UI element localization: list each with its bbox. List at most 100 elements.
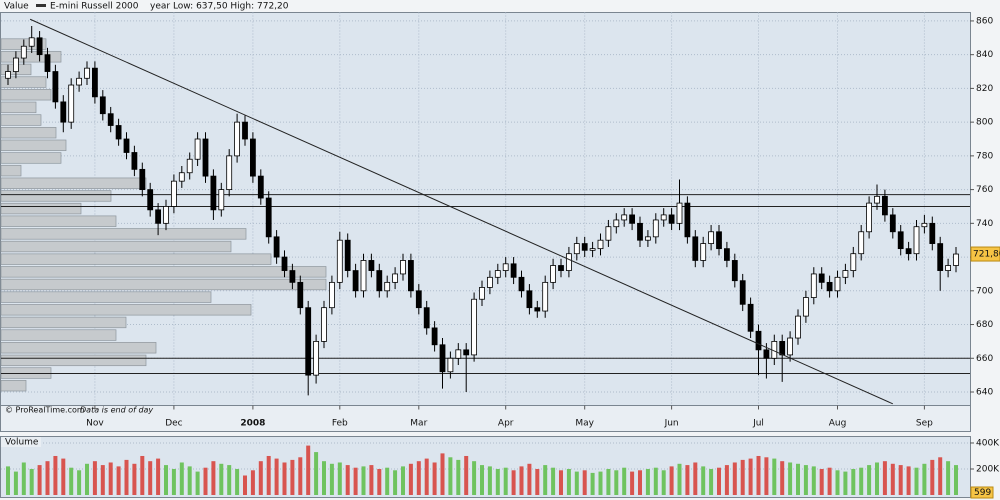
volume-bar <box>219 463 224 495</box>
profile-bar <box>0 354 147 367</box>
volume-bar <box>77 470 82 495</box>
profile-bar <box>0 240 232 253</box>
volume-bar <box>693 462 698 495</box>
profile-bar <box>0 342 157 354</box>
candle-body <box>526 290 533 309</box>
volume-bar <box>606 468 611 495</box>
candle-body <box>392 273 399 283</box>
candle-body <box>376 270 383 292</box>
candle-body <box>637 222 643 241</box>
volume-bar <box>416 461 421 495</box>
candle-body <box>550 265 556 283</box>
volume-bar <box>796 463 800 495</box>
volume-bar <box>780 461 785 495</box>
candle-body <box>52 71 59 103</box>
volume-bar <box>851 468 856 495</box>
y-tick-label: 820 <box>976 84 993 94</box>
x-tick-label: Feb <box>332 419 348 429</box>
volume-bar <box>13 471 18 495</box>
candle-body <box>186 158 193 174</box>
volume-bar <box>685 465 690 495</box>
header-label: Value <box>4 2 29 12</box>
candle-body <box>447 357 454 373</box>
candle-body <box>502 263 509 271</box>
candle-body <box>905 248 912 255</box>
volume-bar <box>614 470 619 495</box>
volume-bar <box>322 461 326 495</box>
candle-body <box>668 214 675 224</box>
volume-bar <box>274 458 279 495</box>
volume-bar <box>638 470 642 495</box>
candle-body <box>178 172 185 182</box>
candle-body <box>289 270 296 283</box>
candle-body <box>407 260 414 292</box>
x-tick-label: Jul <box>752 419 764 429</box>
candle-body <box>850 253 857 271</box>
volume-bar <box>867 465 872 495</box>
legend-entry: E-mini Russell 2000 <box>50 2 139 12</box>
profile-bar <box>0 316 127 329</box>
volume-bar <box>717 467 721 495</box>
x-tick-label: Dec <box>165 419 182 429</box>
candle-body <box>265 197 272 238</box>
volume-bar <box>401 466 405 495</box>
y-tick-label: 660 <box>976 354 993 364</box>
profile-bar <box>0 139 67 152</box>
volume-bar <box>946 461 951 495</box>
volume-bar <box>511 470 516 495</box>
candle-body <box>384 281 391 292</box>
volume-bar <box>661 470 666 495</box>
candle-body <box>234 121 241 157</box>
y-tick-label: 780 <box>976 151 993 161</box>
profile-bar <box>0 304 252 316</box>
candle-body <box>202 138 209 177</box>
volume-bar <box>21 462 26 495</box>
volume-bar <box>503 467 508 495</box>
profile-bar <box>0 215 117 227</box>
candle-body <box>20 45 27 59</box>
volume-bar <box>954 465 958 495</box>
candle-body <box>810 273 817 298</box>
candle-body <box>645 236 651 241</box>
candle-body <box>589 248 596 251</box>
x-tick-label: Apr <box>498 419 514 429</box>
candle-body <box>913 226 920 255</box>
candle-body <box>779 341 786 356</box>
last-volume-box <box>970 486 994 499</box>
candle-body <box>92 67 98 98</box>
background-layer <box>0 12 970 470</box>
volume-bar <box>377 468 382 495</box>
volume-bar <box>788 462 793 495</box>
candle-body <box>826 281 833 292</box>
volume-bar <box>843 471 848 495</box>
candle-body <box>795 315 801 339</box>
volume-bar <box>164 465 168 495</box>
y-tick-label: 680 <box>976 320 993 330</box>
candle-body <box>194 138 201 160</box>
candle-body <box>313 341 320 376</box>
volume-bar <box>756 455 761 495</box>
candle-body <box>210 175 217 211</box>
volume-bar <box>859 467 864 495</box>
candle-body <box>534 307 541 312</box>
footer-source: © ProRealTime.com <box>5 406 85 415</box>
volume-bar <box>875 462 879 495</box>
candle-body <box>242 121 248 140</box>
volume-bar <box>171 468 176 495</box>
candle-body <box>336 239 343 283</box>
candle-body <box>897 231 904 250</box>
volume-bar <box>393 470 398 495</box>
candle-body <box>739 280 746 305</box>
volume-bar <box>748 458 753 495</box>
volume-bar <box>598 471 603 495</box>
volume-bar <box>724 465 729 495</box>
candle-body <box>558 265 564 271</box>
profile-bar <box>0 266 327 278</box>
candle-body <box>684 202 691 238</box>
volume-panel <box>0 436 971 498</box>
candle-body <box>937 243 944 271</box>
volume-bar <box>282 462 287 495</box>
candle-body <box>257 175 264 199</box>
candle-body <box>842 270 849 278</box>
candle-body <box>321 307 327 342</box>
